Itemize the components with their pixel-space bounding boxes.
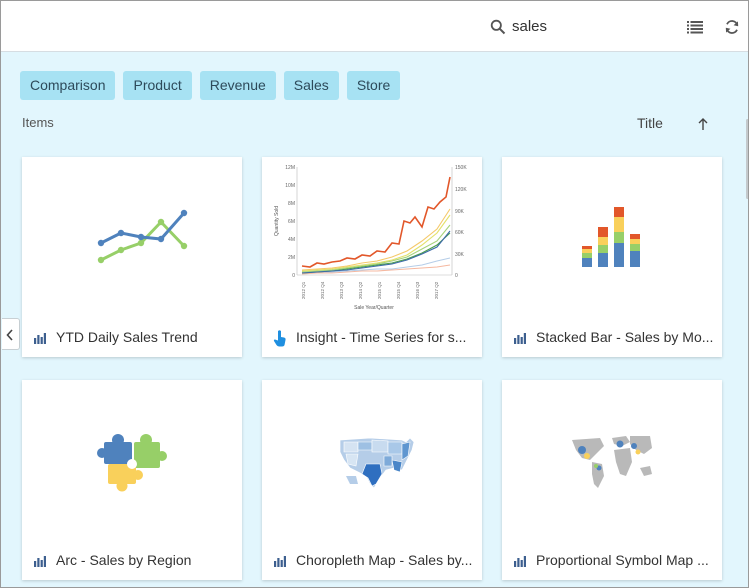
refresh-icon[interactable] [724, 19, 740, 35]
list-view-icon[interactable] [687, 20, 703, 34]
item-card[interactable]: Proportional Symbol Map ... [502, 380, 722, 580]
x-tick: 2013 Q3 [339, 281, 344, 299]
y-left-tick: 10M [285, 183, 295, 189]
items-label: Items [22, 115, 54, 130]
item-title[interactable]: Arc - Sales by Region [56, 552, 192, 568]
item-card[interactable]: Choropleth Map - Sales by... [262, 380, 482, 580]
y-right-tick: 150K [455, 165, 467, 171]
item-card[interactable]: Arc - Sales by Region [22, 380, 242, 580]
tag-store[interactable]: Store [346, 71, 401, 100]
collapse-panel-button[interactable] [2, 318, 20, 350]
bar-chart-icon [34, 333, 46, 344]
item-title[interactable]: Stacked Bar - Sales by Mo... [536, 329, 714, 345]
y-right-tick: 90K [455, 209, 465, 215]
tag-sales[interactable]: Sales [283, 71, 339, 100]
x-tick: 2015 Q1 [377, 281, 382, 299]
y-left-tick: 2M [288, 255, 295, 261]
x-axis-label: Sale Year/Quarter [354, 305, 394, 311]
bar-chart-icon [514, 333, 526, 344]
x-tick: 2014 Q2 [358, 281, 363, 299]
tag-revenue[interactable]: Revenue [199, 71, 276, 100]
item-title[interactable]: Proportional Symbol Map ... [536, 552, 709, 568]
y-right-tick: 0 [455, 273, 458, 279]
x-tick: 2016 Q3 [415, 281, 420, 299]
tag-filter-bar: Comparison Product Revenue Sales Store [20, 71, 401, 100]
search-input[interactable]: sales [512, 18, 548, 35]
search-icon[interactable] [490, 19, 506, 35]
top-bar: sales [1, 1, 748, 52]
tag-product[interactable]: Product [123, 71, 192, 100]
x-tick: 2015 Q4 [396, 281, 401, 299]
puzzle-thumbnail [97, 434, 167, 492]
y-left-tick: 8M [288, 201, 295, 207]
tag-comparison[interactable]: Comparison [20, 71, 116, 100]
bar-chart-icon [34, 556, 46, 567]
item-card[interactable]: Stacked Bar - Sales by Mo... [502, 157, 722, 357]
x-tick: 2012 Q1 [301, 281, 306, 299]
time-series-chart-thumbnail: 12M 10M 8M 6M 4M 2M 0 150K 120K 90K 60K … [274, 165, 467, 311]
stacked-bar-thumbnail [582, 207, 640, 267]
y-left-tick: 6M [288, 219, 295, 225]
item-title[interactable]: Insight - Time Series for s... [296, 329, 467, 345]
y-right-tick: 30K [455, 252, 465, 258]
item-title[interactable]: YTD Daily Sales Trend [56, 329, 198, 345]
y-left-tick: 4M [288, 237, 295, 243]
y-right-tick: 120K [455, 187, 467, 193]
bar-chart-icon [514, 556, 526, 567]
y-axis-label: Quantity Sold [274, 206, 280, 236]
item-title[interactable]: Choropleth Map - Sales by... [296, 552, 473, 568]
arrow-up-icon[interactable] [697, 117, 709, 131]
x-tick: 2017 Q2 [434, 281, 439, 299]
sort-field-button[interactable]: Title [637, 115, 663, 131]
world-map-thumbnail [572, 436, 652, 488]
x-tick: 2012 Q4 [320, 281, 325, 299]
bar-chart-icon [274, 556, 286, 567]
chevron-left-icon [6, 329, 13, 341]
scrollbar[interactable] [746, 119, 748, 199]
y-left-tick: 0 [292, 273, 295, 279]
item-card[interactable]: YTD Daily Sales Trend [22, 157, 242, 357]
y-left-tick: 12M [285, 165, 295, 171]
us-map-thumbnail [339, 437, 415, 489]
line-chart-thumbnail [97, 209, 188, 264]
item-card[interactable]: 12M 10M 8M 6M 4M 2M 0 150K 120K 90K 60K … [262, 157, 482, 357]
y-right-tick: 60K [455, 230, 465, 236]
insight-hand-icon [273, 330, 286, 347]
